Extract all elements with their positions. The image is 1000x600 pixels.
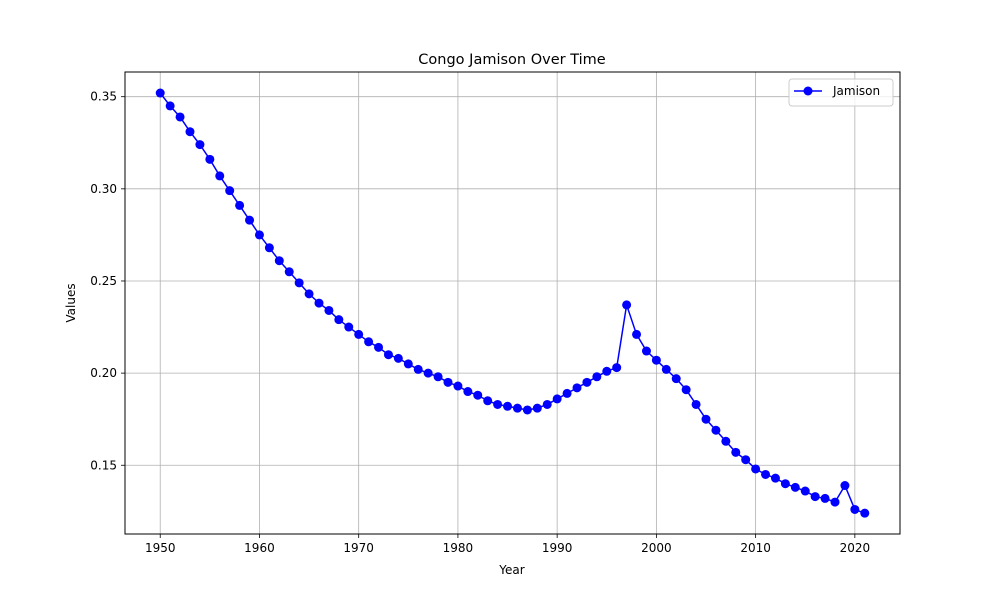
data-point xyxy=(810,492,820,502)
y-tick-label: 0.35 xyxy=(90,90,117,104)
y-tick-label: 0.15 xyxy=(90,458,117,472)
x-tick-label: 1960 xyxy=(244,541,275,555)
data-point xyxy=(681,385,691,395)
data-point xyxy=(185,127,195,137)
data-point xyxy=(800,486,810,496)
data-point xyxy=(572,383,582,393)
data-point xyxy=(463,387,473,397)
data-point xyxy=(175,112,185,122)
data-point xyxy=(374,342,384,352)
data-point xyxy=(413,364,423,374)
x-tick-label: 2000 xyxy=(641,541,672,555)
data-point xyxy=(721,436,731,446)
data-point xyxy=(850,504,860,514)
x-tick-label: 1970 xyxy=(343,541,374,555)
data-point xyxy=(195,140,205,150)
y-axis-label: Values xyxy=(64,283,78,322)
data-point xyxy=(503,401,513,411)
chart-title: Congo Jamison Over Time xyxy=(418,52,605,68)
x-axis-ticks: 1950 1960 1970 1980 1990 2000 2010 2020 xyxy=(145,534,870,555)
data-point xyxy=(751,464,761,474)
data-point xyxy=(155,88,165,98)
x-tick-label: 2020 xyxy=(840,541,871,555)
data-point xyxy=(443,377,453,387)
data-point xyxy=(254,230,264,240)
x-axis-label: Year xyxy=(498,563,524,577)
data-point xyxy=(741,455,751,465)
data-point xyxy=(671,374,681,384)
y-tick-label: 0.25 xyxy=(90,274,117,288)
legend-marker xyxy=(803,86,813,96)
data-point xyxy=(562,388,572,398)
data-point xyxy=(592,372,602,382)
data-point xyxy=(403,359,413,369)
data-point xyxy=(215,171,225,181)
data-point xyxy=(423,368,433,378)
data-point xyxy=(225,186,235,196)
legend: Jamison xyxy=(788,78,894,107)
data-point xyxy=(453,381,463,391)
grid-lines xyxy=(125,72,900,534)
x-tick-label: 1950 xyxy=(145,541,176,555)
data-point xyxy=(354,329,364,339)
data-point xyxy=(393,353,403,363)
data-point xyxy=(433,372,443,382)
data-point xyxy=(632,329,642,339)
data-point xyxy=(274,256,284,266)
y-tick-label: 0.20 xyxy=(90,366,117,380)
x-tick-label: 1980 xyxy=(443,541,474,555)
data-point xyxy=(364,337,374,347)
data-point xyxy=(761,469,771,479)
data-point xyxy=(701,414,711,424)
data-point xyxy=(711,425,721,435)
data-point xyxy=(612,363,622,373)
data-point xyxy=(602,366,612,376)
data-point xyxy=(790,482,800,492)
data-point xyxy=(512,403,522,413)
data-point xyxy=(661,364,671,374)
data-point xyxy=(235,200,245,210)
data-point xyxy=(383,350,393,360)
data-point xyxy=(731,447,741,457)
data-point xyxy=(840,481,850,491)
data-point xyxy=(324,305,334,315)
data-point xyxy=(622,300,632,310)
data-point xyxy=(344,322,354,332)
data-point xyxy=(780,479,790,489)
data-point xyxy=(284,267,294,277)
data-point xyxy=(552,394,562,404)
data-point xyxy=(691,399,701,409)
legend-box xyxy=(788,78,894,107)
data-point xyxy=(820,493,830,503)
series-layer xyxy=(155,88,870,518)
y-tick-label: 0.30 xyxy=(90,182,117,196)
legend-label: Jamison xyxy=(832,84,880,98)
data-point xyxy=(334,315,344,325)
data-point xyxy=(165,101,175,111)
data-point xyxy=(205,154,215,164)
data-point xyxy=(314,298,324,308)
data-point xyxy=(522,405,532,415)
x-tick-label: 1990 xyxy=(542,541,573,555)
data-point xyxy=(542,399,552,409)
y-axis-ticks: 0.15 0.20 0.25 0.30 0.35 xyxy=(90,90,125,472)
data-point xyxy=(651,355,661,365)
data-point xyxy=(245,215,255,225)
data-point xyxy=(473,390,483,400)
x-tick-label: 2010 xyxy=(740,541,771,555)
data-point xyxy=(582,377,592,387)
data-point xyxy=(532,403,542,413)
data-point xyxy=(483,396,493,406)
data-point xyxy=(830,497,840,507)
data-point xyxy=(641,346,651,356)
data-point xyxy=(860,508,870,518)
data-point xyxy=(304,289,314,299)
plot-frame xyxy=(124,71,901,535)
data-point xyxy=(770,473,780,483)
data-point xyxy=(493,399,503,409)
data-point xyxy=(294,278,304,288)
data-point xyxy=(264,243,274,253)
